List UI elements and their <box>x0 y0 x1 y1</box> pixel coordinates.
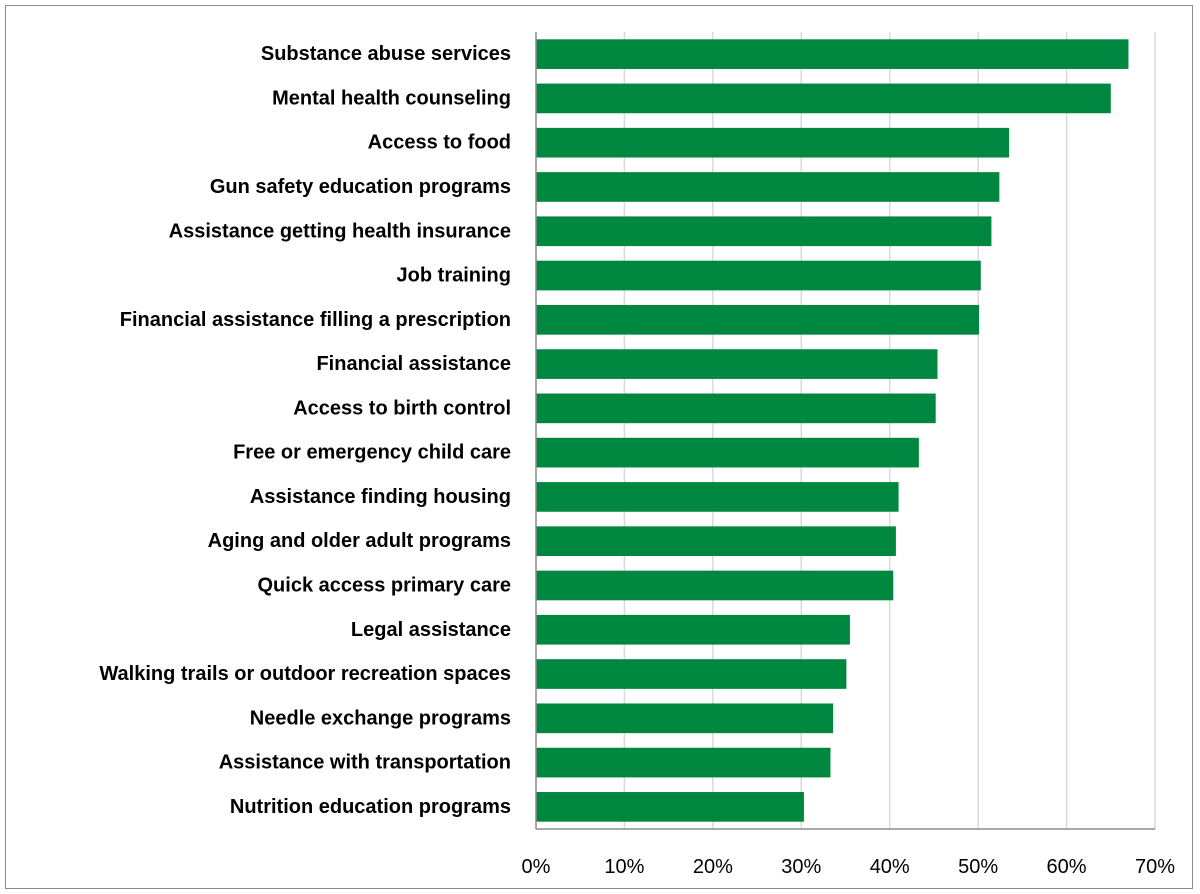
x-tick-label: 50% <box>958 856 998 878</box>
x-tick-label: 70% <box>1135 856 1175 878</box>
bar-mental-health-counseling <box>536 83 1111 114</box>
bar-aging-and-older-adult-programs <box>536 526 896 557</box>
category-label-layer: Substance abuse services Mental health co… <box>99 43 511 818</box>
category-label: Access to food <box>368 132 511 154</box>
category-label: Aging and older adult programs <box>208 530 511 552</box>
bar-needle-exchange-programs <box>536 703 834 734</box>
axis-layer <box>535 32 1155 830</box>
category-label: Gun safety education programs <box>210 176 511 198</box>
category-label: Walking trails or outdoor recreation spa… <box>99 663 511 685</box>
bar-assistance-finding-housing <box>536 482 899 512</box>
category-label: Needle exchange programs <box>250 707 511 729</box>
x-tick-label: 20% <box>693 856 733 878</box>
bar-access-to-food <box>536 127 1010 158</box>
grid-layer <box>623 32 1156 829</box>
category-label: Nutrition education programs <box>230 796 511 818</box>
category-label: Access to birth control <box>293 397 511 419</box>
category-label: Substance abuse services <box>261 43 511 65</box>
x-tick-label: 0% <box>522 856 551 878</box>
category-label: Job training <box>397 265 511 287</box>
x-tick-label: 10% <box>604 856 644 878</box>
bar-financial-assistance <box>536 349 938 379</box>
category-label: Assistance finding housing <box>250 486 511 508</box>
bar-nutrition-education-programs <box>536 792 804 822</box>
bar-job-training <box>536 260 981 291</box>
category-label: Legal assistance <box>351 619 511 641</box>
bar-substance-abuse-services <box>536 39 1129 69</box>
bar-financial-assistance-filling-a-prescription <box>536 304 980 335</box>
bar-free-or-emergency-child-care <box>536 437 919 468</box>
category-label: Mental health counseling <box>272 87 511 109</box>
category-label: Quick access primary care <box>257 574 511 596</box>
category-label: Assistance getting health insurance <box>169 220 511 242</box>
bar-quick-access-primary-care <box>536 570 894 601</box>
bar-assistance-getting-health-insurance <box>536 216 992 247</box>
bar-layer <box>536 39 1129 822</box>
bar-gun-safety-education-programs <box>536 172 1000 202</box>
category-label: Free or emergency child care <box>233 442 511 464</box>
bar-legal-assistance <box>536 614 850 645</box>
tick-label-layer: 0% 10% 20% 30% 40% 50% 60% 70% <box>522 856 1176 878</box>
bar-assistance-with-transportation <box>536 747 831 778</box>
x-tick-label: 60% <box>1047 856 1087 878</box>
category-label: Assistance with transportation <box>219 752 511 774</box>
bar-access-to-birth-control <box>536 393 936 424</box>
category-label: Financial assistance <box>316 353 511 375</box>
category-label: Financial assistance filling a prescript… <box>120 309 511 331</box>
bar-walking-trails-or-outdoor-recreation-spaces <box>536 659 847 689</box>
x-tick-label: 40% <box>870 856 910 878</box>
x-tick-label: 30% <box>781 856 821 878</box>
